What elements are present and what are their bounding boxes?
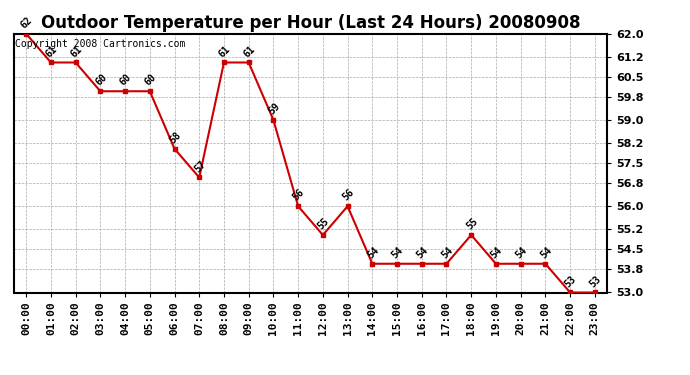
Text: 54: 54 <box>538 245 554 260</box>
Text: 56: 56 <box>291 188 306 203</box>
Text: 60: 60 <box>93 72 109 88</box>
Text: 58: 58 <box>168 130 183 145</box>
Text: 61: 61 <box>44 44 59 59</box>
Text: 62: 62 <box>19 15 34 30</box>
Text: 60: 60 <box>143 72 158 88</box>
Text: 54: 54 <box>390 245 406 260</box>
Text: 55: 55 <box>464 216 480 231</box>
Text: 60: 60 <box>118 72 133 88</box>
Text: 61: 61 <box>217 44 233 59</box>
Text: 61: 61 <box>241 44 257 59</box>
Title: Outdoor Temperature per Hour (Last 24 Hours) 20080908: Outdoor Temperature per Hour (Last 24 Ho… <box>41 14 580 32</box>
Text: 53: 53 <box>588 274 603 289</box>
Text: 56: 56 <box>341 188 356 203</box>
Text: 54: 54 <box>514 245 529 260</box>
Text: 54: 54 <box>440 245 455 260</box>
Text: 57: 57 <box>193 159 208 174</box>
Text: 61: 61 <box>69 44 84 59</box>
Text: 54: 54 <box>415 245 430 260</box>
Text: 54: 54 <box>366 245 381 260</box>
Text: 54: 54 <box>489 245 504 260</box>
Text: 59: 59 <box>266 101 282 117</box>
Text: 55: 55 <box>316 216 331 231</box>
Text: Copyright 2008 Cartronics.com: Copyright 2008 Cartronics.com <box>15 39 186 49</box>
Text: 53: 53 <box>563 274 578 289</box>
